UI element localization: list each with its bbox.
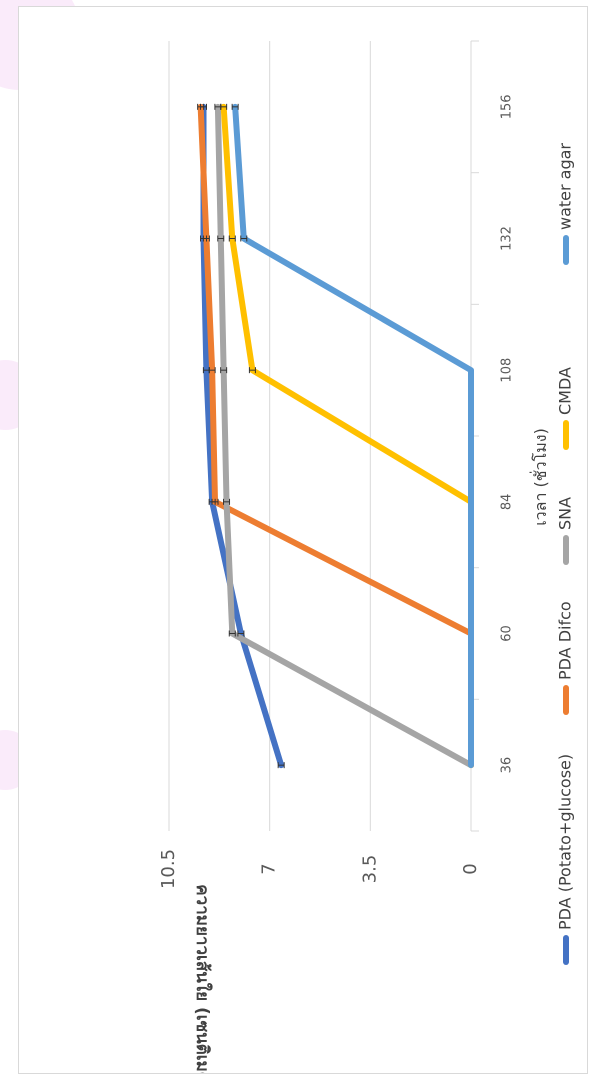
legend-label: PDA Difco <box>556 601 575 680</box>
x-tick-label: 132 <box>500 226 515 251</box>
line-chart: 36 60 84 108 132 156 0 3.5 7 10.5 เวลา (ชั่วโมง)… <box>158 40 575 1079</box>
x-tick-label: 108 <box>500 358 515 383</box>
y-tick-label: 7 <box>259 863 280 874</box>
error-bars <box>197 103 285 769</box>
series-line <box>232 103 474 769</box>
legend-label: water agar <box>556 143 575 230</box>
x-axis-ticks: 36 60 84 108 132 156 <box>500 94 515 773</box>
series-lines <box>197 103 474 769</box>
x-axis-title: เวลา (ชั่วโมง) <box>529 428 550 526</box>
legend-label: CMDA <box>556 367 575 415</box>
legend-label: SNA <box>556 497 575 530</box>
chart-frame: 36 60 84 108 132 156 0 3.5 7 10.5 เวลา (ชั่วโมง)… <box>18 6 588 1079</box>
y-tick-label: 0 <box>460 863 481 874</box>
x-tick-label: 156 <box>500 94 515 119</box>
legend: PDA (Potato+glucose) PDA Difco SNA CMDA wate… <box>556 143 575 965</box>
series-line <box>214 103 474 769</box>
y-axis-ticks: 0 3.5 7 10.5 <box>158 849 481 889</box>
series-line <box>220 103 474 769</box>
y-tick-label: 10.5 <box>158 849 179 889</box>
y-tick-label: 3.5 <box>359 855 380 884</box>
x-tick-label: 84 <box>500 494 515 511</box>
legend-label: PDA (Potato+glucose) <box>556 754 575 930</box>
x-tick-label: 36 <box>500 757 515 774</box>
y-axis-title: ความยาวเส้นใย (เซนติเมตร) <box>192 884 213 1073</box>
x-tick-label: 60 <box>500 625 515 642</box>
